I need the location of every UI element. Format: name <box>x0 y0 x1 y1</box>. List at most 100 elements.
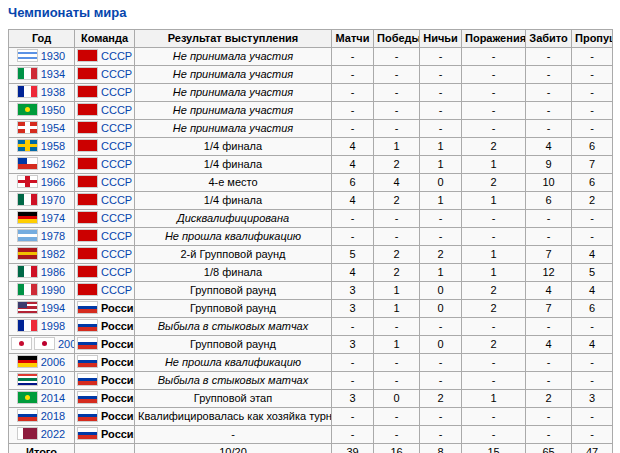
table-row-1930: 1930СССРНе принимала участия------ <box>9 48 613 66</box>
stat-cell-5: 7 <box>526 246 572 264</box>
team-link[interactable]: СССР <box>101 140 132 152</box>
year-link-2002[interactable]: 2002 <box>58 338 75 350</box>
table-row-1934: 1934СССРНе принимала участия------ <box>9 66 613 84</box>
result-cell: 1/4 финала <box>135 192 332 210</box>
stat-cell-3: 1 <box>420 156 462 174</box>
team-link[interactable]: СССР <box>101 104 132 116</box>
team-link[interactable]: СССР <box>101 194 132 206</box>
team-link[interactable]: Россия <box>101 338 135 350</box>
stat-cell-3: - <box>420 102 462 120</box>
stat-cell-4: - <box>462 120 526 138</box>
year-link-1934[interactable]: 1934 <box>41 68 65 80</box>
team-link[interactable]: Россия <box>101 428 135 440</box>
flag-canton <box>18 158 27 164</box>
year-link-1994[interactable]: 1994 <box>41 302 65 314</box>
table-row-2006: 2006РоссияНе прошла квалификацию------ <box>9 354 613 372</box>
totals-team-cell <box>75 444 135 453</box>
year-link-2014[interactable]: 2014 <box>41 392 65 404</box>
stat-cell-1: 4 <box>332 156 374 174</box>
team-link[interactable]: СССР <box>101 50 132 62</box>
team-link[interactable]: Россия <box>101 302 135 314</box>
result-cell: Групповой раунд <box>135 300 332 318</box>
stat-cell-1: - <box>332 120 374 138</box>
year-link-2022[interactable]: 2022 <box>41 428 65 440</box>
stat-cell-2: 2 <box>374 246 420 264</box>
team-link[interactable]: СССР <box>101 284 132 296</box>
year-link-1970[interactable]: 1970 <box>41 194 65 206</box>
year-link-1986[interactable]: 1986 <box>41 266 65 278</box>
year-link-1982[interactable]: 1982 <box>41 248 65 260</box>
stat-cell-2: 2 <box>374 264 420 282</box>
year-link-1962[interactable]: 1962 <box>41 158 65 170</box>
japan-flag-icon <box>35 338 54 349</box>
stat-cell-4: - <box>462 48 526 66</box>
year-link-1974[interactable]: 1974 <box>41 212 65 224</box>
usa-flag-icon <box>18 302 37 313</box>
flag-disc <box>25 395 30 400</box>
team-link[interactable]: Россия <box>101 410 135 422</box>
stat-cell-3: - <box>420 372 462 390</box>
russia-host-flag-icon <box>18 410 37 421</box>
year-link-1998[interactable]: 1998 <box>41 320 65 332</box>
year-link-2006[interactable]: 2006 <box>41 356 65 368</box>
result-cell: Групповой этап <box>135 390 332 408</box>
mexico-flag-icon <box>18 194 37 205</box>
south-korea-flag-icon <box>12 338 31 349</box>
russia-flag-icon <box>78 392 97 403</box>
stat-cell-6: - <box>572 66 613 84</box>
russia-flag-icon <box>78 320 97 331</box>
year-link-1990[interactable]: 1990 <box>41 284 65 296</box>
team-link[interactable]: СССР <box>101 158 132 170</box>
totals-stat-2: 16 <box>374 444 420 453</box>
team-cell: Россия <box>75 426 135 444</box>
stat-cell-3: - <box>420 228 462 246</box>
south-africa-flag-icon <box>18 374 37 385</box>
germany-flag-icon <box>18 356 37 367</box>
ussr-flag-icon <box>78 248 97 259</box>
russia-flag-icon <box>78 356 97 367</box>
team-link[interactable]: Россия <box>101 374 135 386</box>
stat-cell-4: - <box>462 372 526 390</box>
year-link-1966[interactable]: 1966 <box>41 176 65 188</box>
stat-cell-1: 3 <box>332 282 374 300</box>
switzerland-flag-icon <box>18 122 37 133</box>
team-link[interactable]: СССР <box>101 266 132 278</box>
stat-cell-4: 2 <box>462 174 526 192</box>
totals-row: Итого10/2039168156547 <box>9 444 613 453</box>
year-cell: 1930 <box>9 48 75 66</box>
team-link[interactable]: Россия <box>101 356 135 368</box>
team-link[interactable]: СССР <box>101 248 132 260</box>
team-link[interactable]: СССР <box>101 230 132 242</box>
team-link[interactable]: СССР <box>101 176 132 188</box>
stat-cell-2: - <box>374 318 420 336</box>
stat-cell-5: 9 <box>526 156 572 174</box>
year-link-1978[interactable]: 1978 <box>41 230 65 242</box>
russia-flag-icon <box>78 428 97 439</box>
stat-cell-3: - <box>420 210 462 228</box>
stat-cell-3: 1 <box>420 192 462 210</box>
team-link[interactable]: Россия <box>101 392 135 404</box>
stat-cell-4: - <box>462 426 526 444</box>
stat-cell-5: - <box>526 426 572 444</box>
section-title[interactable]: Чемпионаты мира <box>8 5 612 20</box>
team-cell: СССР <box>75 156 135 174</box>
stat-cell-3: 0 <box>420 282 462 300</box>
result-cell: Не принимала участия <box>135 102 332 120</box>
year-link-1958[interactable]: 1958 <box>41 140 65 152</box>
year-link-2018[interactable]: 2018 <box>41 410 65 422</box>
year-link-1938[interactable]: 1938 <box>41 86 65 98</box>
team-link[interactable]: СССР <box>101 212 132 224</box>
year-link-2010[interactable]: 2010 <box>41 374 65 386</box>
stat-cell-2: 1 <box>374 300 420 318</box>
team-link[interactable]: СССР <box>101 122 132 134</box>
stat-cell-4: - <box>462 66 526 84</box>
team-link[interactable]: Россия <box>101 320 135 332</box>
table-header-row: ГодКомандаРезультат выступленияМатчиПобе… <box>9 30 613 48</box>
team-link[interactable]: СССР <box>101 68 132 80</box>
year-link-1954[interactable]: 1954 <box>41 122 65 134</box>
team-link[interactable]: СССР <box>101 86 132 98</box>
year-link-1930[interactable]: 1930 <box>41 50 65 62</box>
stat-cell-5: - <box>526 66 572 84</box>
year-link-1950[interactable]: 1950 <box>41 104 65 116</box>
result-cell: Не принимала участия <box>135 84 332 102</box>
